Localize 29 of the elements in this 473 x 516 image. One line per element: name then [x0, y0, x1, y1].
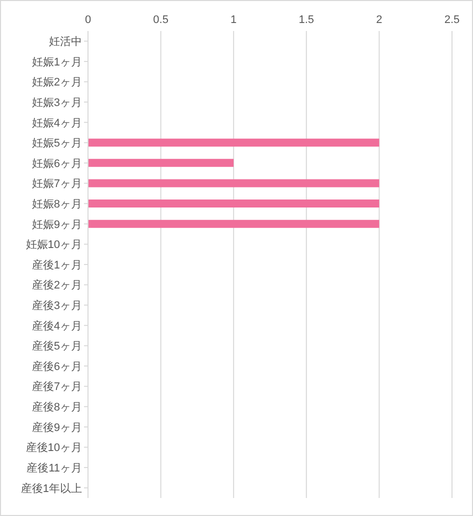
- y-tick-label: 妊活中: [49, 35, 82, 48]
- y-tick-label: 産後4ヶ月: [32, 319, 82, 332]
- y-tick-label: 妊娠10ヶ月: [26, 239, 82, 252]
- y-tick-label: 産後5ヶ月: [32, 340, 82, 353]
- y-tick-label: 妊娠5ヶ月: [32, 138, 82, 150]
- y-tick-label: 産後2ヶ月: [32, 278, 82, 292]
- y-tick-label: 産後7ヶ月: [32, 380, 82, 394]
- x-tick-label: 2.5: [444, 14, 460, 26]
- y-tick-label: 妊娠3ヶ月: [32, 96, 82, 109]
- y-tick-label: 産後3ヶ月: [32, 299, 82, 312]
- y-tick-label: 産後8ヶ月: [32, 400, 82, 414]
- y-tick-label: 産後1ヶ月: [32, 258, 82, 272]
- y-tick-label: 妊娠2ヶ月: [32, 76, 82, 89]
- y-tick-label: 妊娠1ヶ月: [32, 56, 82, 68]
- x-tick-label: 0.5: [153, 14, 168, 26]
- y-tick-label: 産後6ヶ月: [32, 360, 82, 373]
- y-tick-label: 産後10ヶ月: [26, 441, 82, 454]
- x-tick-label: 0: [84, 14, 92, 26]
- x-tick-label: 1: [230, 14, 237, 26]
- y-tick-label: 妊娠6ヶ月: [32, 158, 82, 170]
- y-tick-label: 産後9ヶ月: [32, 420, 82, 434]
- y-tick-label: 産後11ヶ月: [26, 461, 82, 474]
- y-tick-label: 妊娠7ヶ月: [32, 178, 82, 190]
- x-tick-label: 1.5: [298, 14, 314, 26]
- y-tick-label: 産後1年以上: [20, 482, 82, 495]
- y-tick-label: 妊娠4ヶ月: [32, 117, 82, 130]
- y-tick-label: 妊娠8ヶ月: [32, 198, 82, 210]
- y-tick-label: 妊娠9ヶ月: [32, 218, 82, 231]
- x-tick-label: 2: [376, 14, 382, 26]
